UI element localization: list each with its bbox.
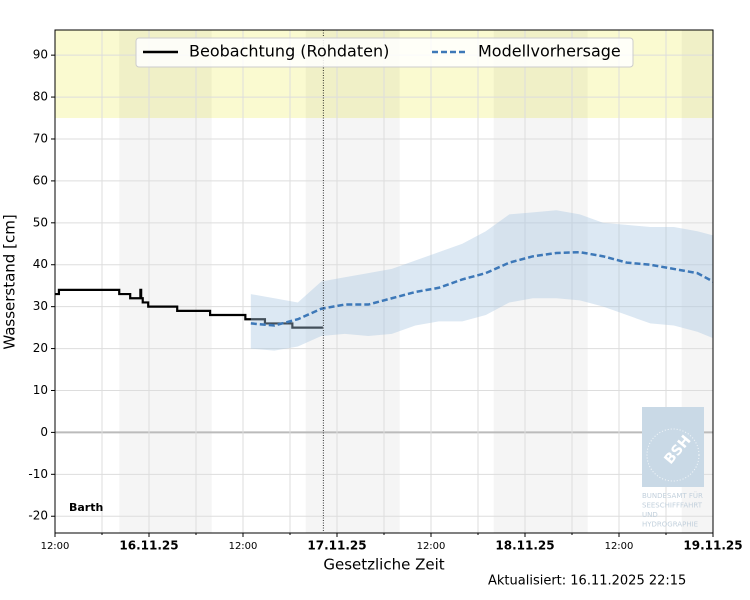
y-tick-label: -20 bbox=[28, 509, 48, 523]
logo-text: BUNDESAMT FÜR bbox=[642, 491, 703, 500]
x-tick-label: 12:00 bbox=[605, 541, 634, 552]
x-tick-label: 16.11.25 bbox=[119, 539, 178, 553]
y-tick-label: 50 bbox=[33, 215, 48, 229]
x-tick-label: 12:00 bbox=[41, 541, 70, 552]
logo-ring bbox=[646, 428, 700, 482]
plot-frame bbox=[54, 29, 714, 534]
y-tick-label: -10 bbox=[28, 467, 48, 481]
y-tick-label: 60 bbox=[33, 173, 48, 187]
station-label: Barth bbox=[69, 501, 103, 514]
x-tick-label: 12:00 bbox=[229, 541, 258, 552]
updated-label: Aktualisiert: 16.11.2025 22:15 bbox=[488, 574, 686, 589]
y-tick-label: 90 bbox=[33, 48, 48, 62]
logo-text: UND bbox=[642, 511, 658, 519]
y-tick-label: 80 bbox=[33, 90, 48, 104]
y-tick-label: 40 bbox=[33, 257, 48, 271]
x-tick-label: 12:00 bbox=[417, 541, 446, 552]
logo-text: HYDROGRAPHIE bbox=[642, 521, 698, 529]
x-axis-title: Gesetzliche Zeit bbox=[323, 556, 444, 574]
logo-box bbox=[642, 407, 704, 487]
y-tick-label: 30 bbox=[33, 299, 48, 313]
y-axis-title: Wasserstand [cm] bbox=[1, 214, 19, 349]
legend-label: Modellvorhersage bbox=[478, 42, 621, 61]
night-shading bbox=[119, 30, 212, 533]
y-tick-label: 10 bbox=[33, 383, 48, 397]
legend-label: Beobachtung (Rohdaten) bbox=[189, 42, 389, 61]
forecast-band bbox=[250, 210, 714, 351]
y-tick-label: 20 bbox=[33, 341, 48, 355]
y-tick-label: 0 bbox=[40, 425, 48, 439]
logo-text: SEESCHIFFFAHRT bbox=[642, 502, 703, 510]
forecast-line bbox=[250, 250, 714, 327]
x-tick-label: 17.11.25 bbox=[307, 539, 366, 553]
x-tick-label: 18.11.25 bbox=[495, 539, 554, 553]
legend-box bbox=[135, 37, 634, 68]
observation-line bbox=[55, 288, 323, 329]
y-tick-label: 70 bbox=[33, 131, 48, 145]
x-tick-label: 19.11.25 bbox=[683, 539, 742, 553]
